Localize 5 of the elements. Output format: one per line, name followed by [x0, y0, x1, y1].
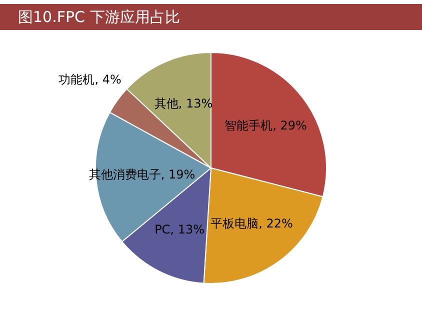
chart-title: 图10.FPC 下游应用占比	[0, 4, 422, 30]
slice-label: 平板电脑, 22%	[210, 216, 293, 232]
slice-label: 智能手机, 29%	[224, 118, 307, 134]
slice-label: PC, 13%	[154, 222, 204, 238]
slice-label: 功能机, 4%	[58, 72, 122, 88]
